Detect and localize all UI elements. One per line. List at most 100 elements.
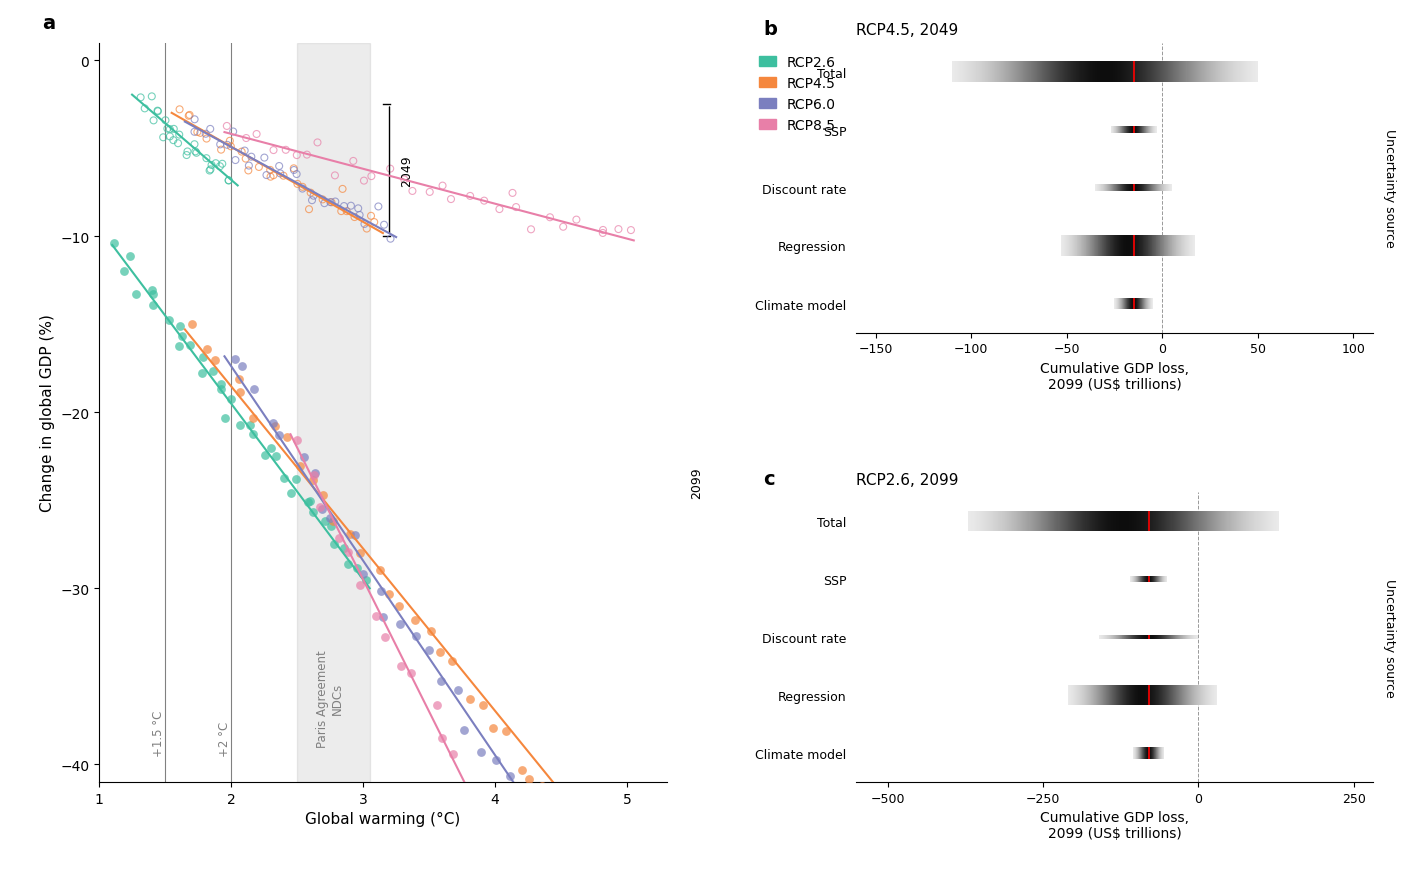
Point [168, 319, 191, 333]
Point [253, 449, 276, 463]
Point [192, 350, 215, 364]
Point [259, 163, 282, 177]
Point [229, 419, 252, 433]
Point [499, 769, 522, 783]
Point [157, 314, 180, 328]
Point [175, 149, 198, 163]
Point [577, 807, 600, 821]
Point [344, 528, 366, 542]
Point [204, 353, 226, 367]
Point [194, 128, 216, 142]
Point [596, 809, 618, 823]
Point [259, 170, 282, 184]
Point [291, 182, 314, 196]
Point [355, 222, 378, 236]
Point [154, 114, 177, 128]
Point [320, 196, 342, 210]
Point [142, 288, 164, 302]
Point [224, 154, 246, 168]
Point [286, 149, 308, 163]
Point [318, 512, 341, 526]
Point [239, 418, 262, 432]
Point [379, 163, 402, 176]
Point [352, 175, 375, 189]
Point [200, 163, 222, 177]
Point [119, 250, 142, 264]
Point [267, 429, 290, 443]
Point [248, 161, 270, 175]
Point [204, 157, 226, 171]
Point [301, 506, 324, 520]
Point [218, 135, 241, 149]
Text: a: a [42, 14, 55, 33]
Point [369, 563, 392, 577]
Point [209, 143, 232, 157]
Point [255, 169, 277, 182]
Point [337, 545, 359, 559]
Point [303, 189, 325, 203]
Point [178, 338, 201, 352]
Point [242, 412, 265, 426]
Point [190, 127, 212, 141]
Point [365, 609, 388, 623]
Point [198, 164, 221, 178]
Point [539, 211, 562, 225]
Point [273, 472, 296, 486]
Point [185, 126, 208, 140]
Point [211, 157, 233, 171]
Point [313, 197, 335, 211]
Point [303, 468, 325, 482]
Point [499, 859, 522, 869]
Point [310, 502, 333, 516]
Point [330, 205, 352, 219]
Point [393, 173, 416, 187]
Point [229, 386, 252, 400]
Point [562, 796, 584, 810]
Point [219, 140, 242, 154]
Point [209, 382, 232, 396]
Point [191, 367, 214, 381]
Point [314, 514, 337, 528]
Point [147, 105, 170, 119]
Point [177, 109, 200, 123]
X-axis label: Global warming (°C): Global warming (°C) [306, 812, 460, 826]
Point [200, 159, 222, 173]
Point [548, 799, 570, 813]
Point [216, 139, 239, 153]
Point [419, 624, 441, 638]
Point [168, 103, 191, 117]
Point [607, 222, 630, 236]
Text: c: c [764, 469, 775, 488]
Point [311, 193, 334, 207]
Point [209, 138, 232, 152]
Point [184, 113, 207, 127]
Point [259, 441, 282, 455]
Point [283, 164, 306, 178]
Point [347, 202, 369, 216]
Point [344, 211, 366, 225]
Point [175, 145, 198, 159]
Point [429, 674, 451, 688]
Point [518, 773, 541, 786]
Point [337, 558, 359, 572]
Point [267, 160, 290, 174]
Point [241, 428, 263, 441]
Point [231, 360, 253, 374]
Point [265, 420, 287, 434]
Point [209, 377, 232, 391]
Point [324, 169, 347, 183]
Point [324, 196, 347, 209]
Point [168, 129, 191, 143]
Point [308, 501, 331, 514]
Point [202, 364, 225, 378]
Point [616, 815, 638, 829]
Point [432, 731, 454, 745]
Point [171, 330, 194, 344]
Point [531, 828, 553, 842]
Point [501, 187, 524, 201]
Text: +1.5 °C: +1.5 °C [151, 709, 166, 756]
Point [495, 725, 518, 739]
Point [297, 495, 320, 509]
Point [359, 209, 382, 223]
Point [458, 693, 481, 706]
